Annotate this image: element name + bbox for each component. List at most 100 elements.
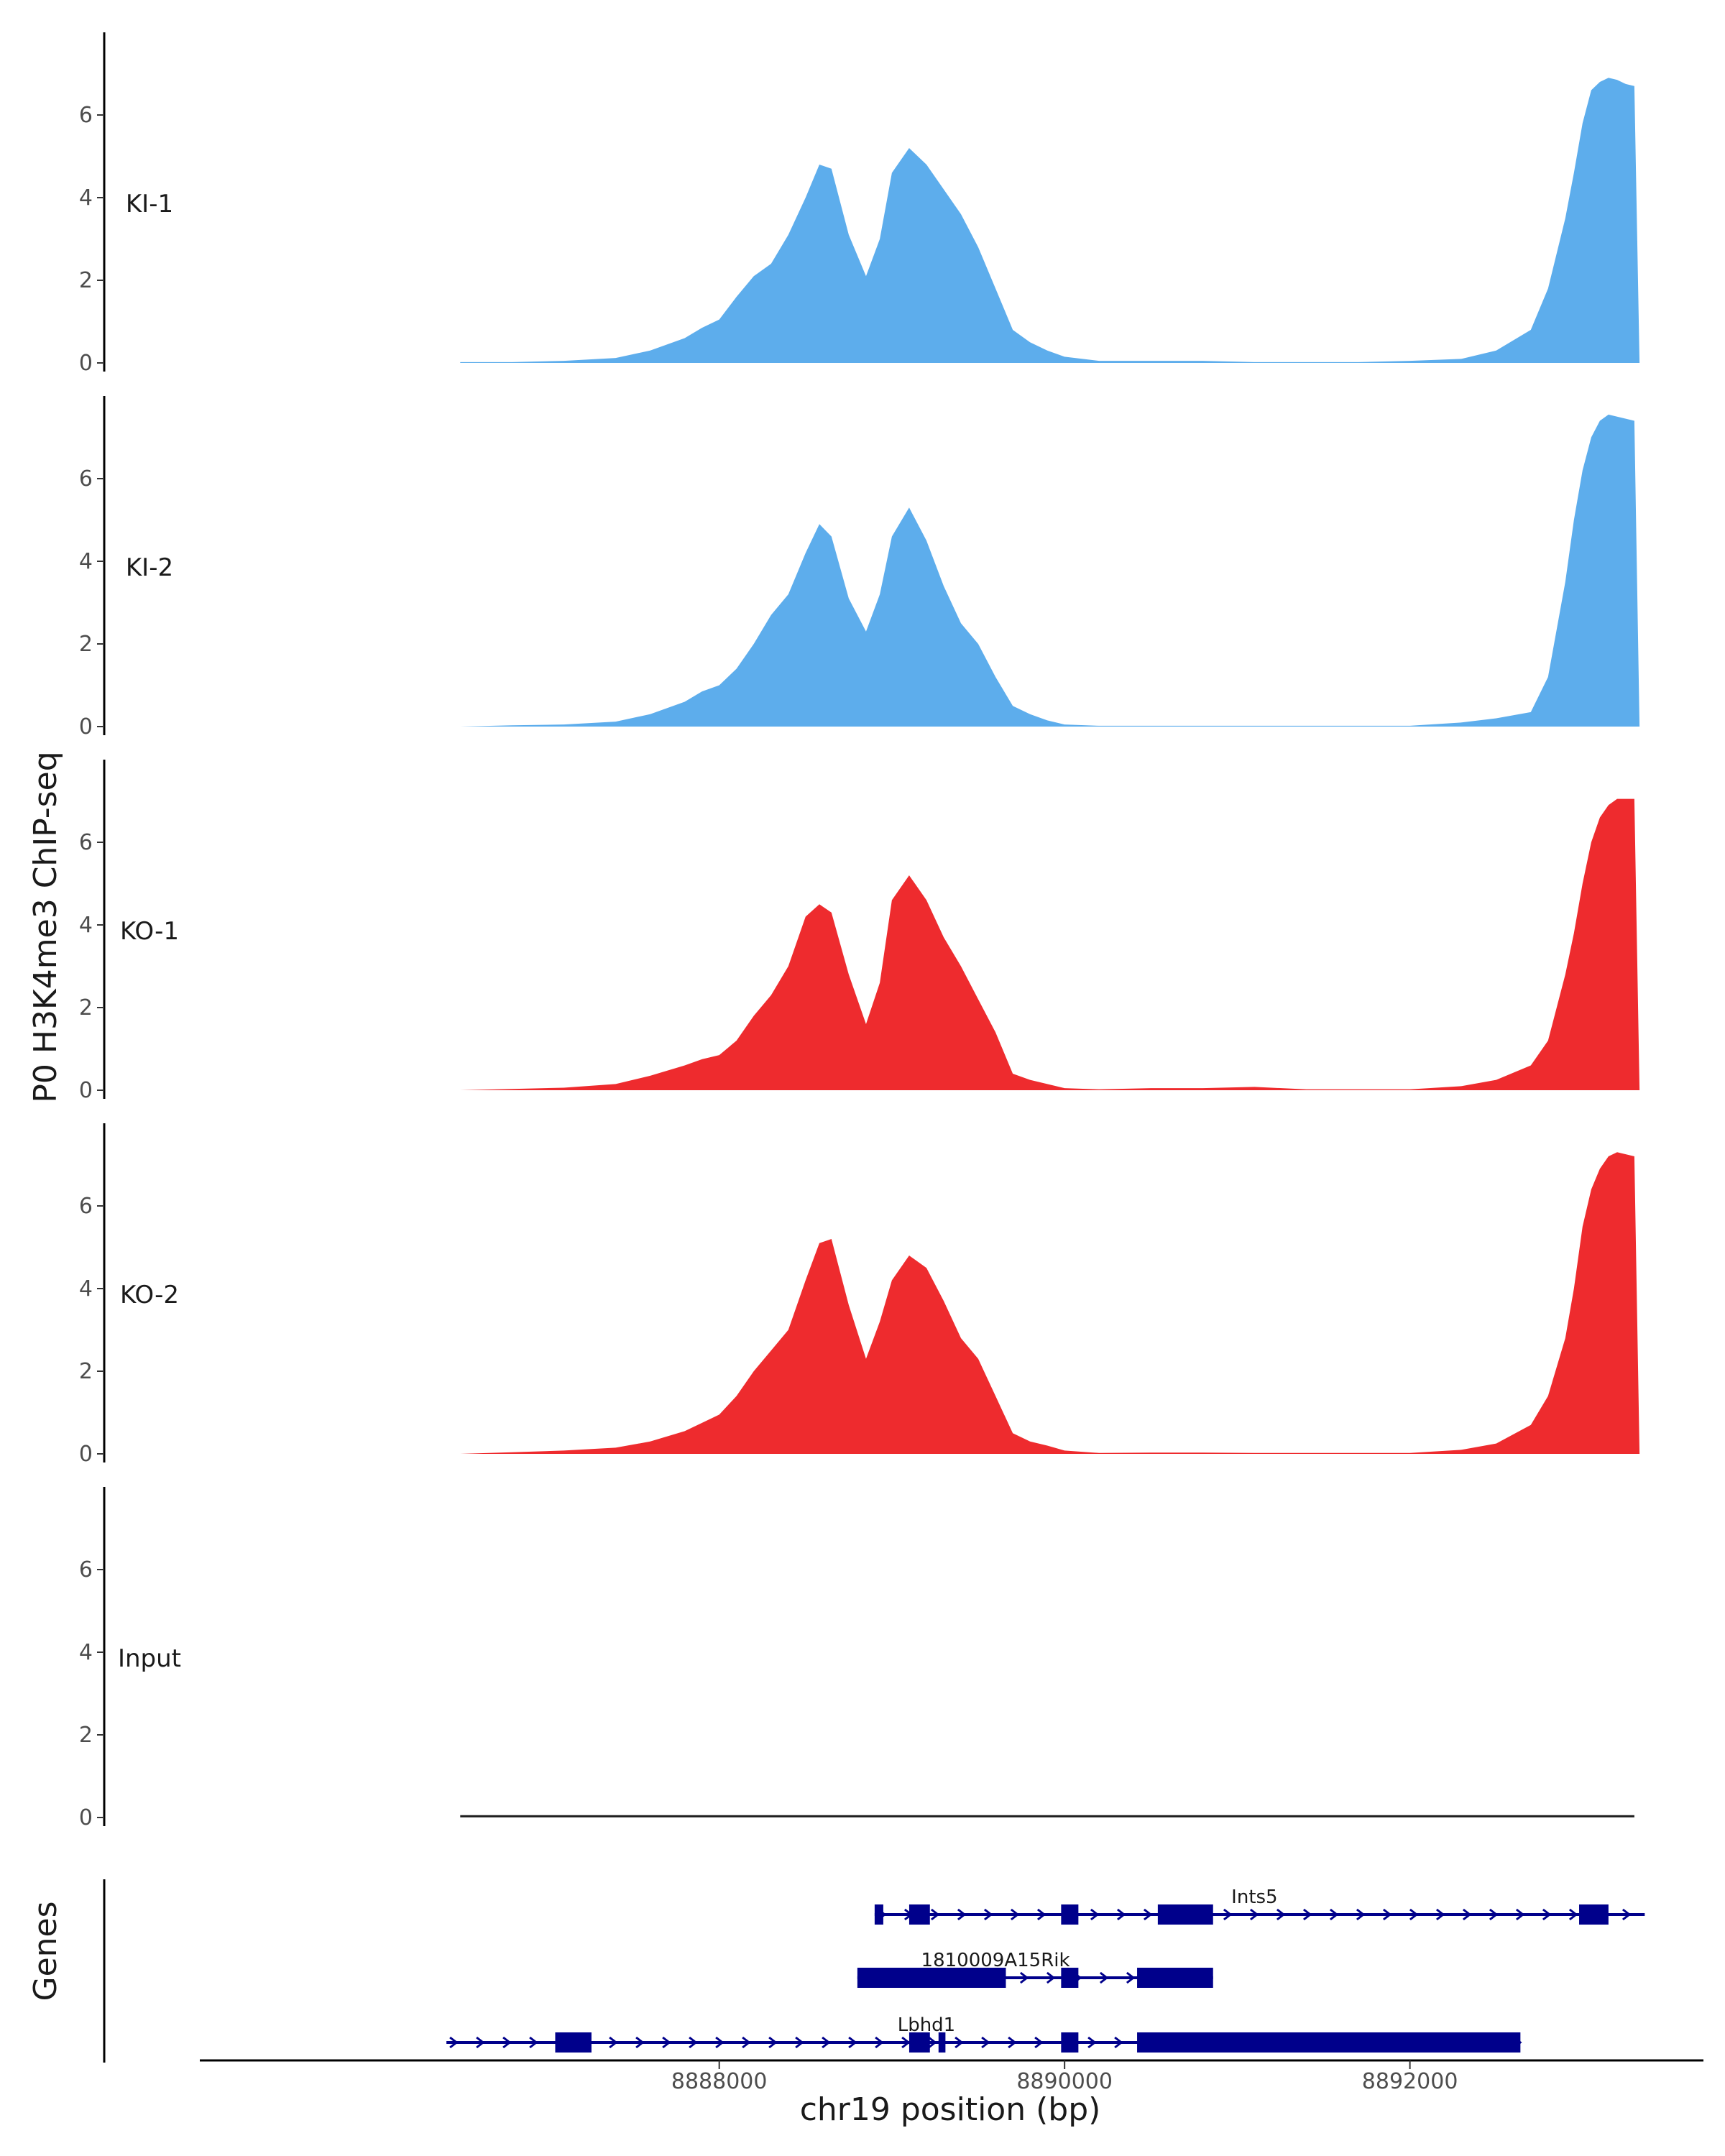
coverage-area-ko-2 xyxy=(460,1152,1640,1454)
gene-label-1810009a15rik: 1810009A15Rik xyxy=(921,1950,1070,1971)
strand-arrow-icon xyxy=(609,2036,618,2049)
coverage-area-ki-2 xyxy=(460,414,1640,727)
strand-arrow-icon xyxy=(662,2036,671,2049)
track-ko-1: 0 2 4 6 KO-1 xyxy=(79,760,1640,1103)
track-label-ko-2: KO-2 xyxy=(120,1281,179,1309)
track-input: 0 2 4 6 Input xyxy=(79,1487,1634,1830)
coverage-area-ko-1 xyxy=(460,798,1640,1090)
strand-arrow-icon xyxy=(1462,1908,1472,1921)
strand-arrow-icon xyxy=(1435,1908,1445,1921)
strand-arrow-icon xyxy=(1489,1908,1499,1921)
y-tick-label-ki-1-4: 4 xyxy=(79,185,93,211)
y-tick-label-ki-2-4: 4 xyxy=(79,549,93,574)
strand-arrow-icon xyxy=(689,2036,698,2049)
strand-arrow-icon xyxy=(1302,1908,1312,1921)
strand-arrow-icon xyxy=(1019,1971,1029,1984)
strand-arrow-icon xyxy=(1036,1908,1046,1921)
x-axis: 8888000 8890000 8892000 xyxy=(200,2059,1703,2094)
gene-annotation-panel: Ints5 1810009A15Rik Lbhd1 xyxy=(103,1879,1645,2063)
track-label-input: Input xyxy=(118,1644,181,1673)
y-tick-label-input-6: 6 xyxy=(79,1557,93,1583)
y-tick-label-ko-1-6: 6 xyxy=(79,830,93,855)
track-ko-2: 0 2 4 6 KO-2 xyxy=(79,1123,1640,1467)
strand-arrow-icon xyxy=(848,2036,857,2049)
coverage-tracks: 0 2 4 6 KI-1 0 2 4 6 KI-2 0 2 4 6 KO-1 0 2 4 6 KO-2 0 2 4 6 Inpu… xyxy=(79,32,1640,1830)
strand-arrow-icon xyxy=(476,2036,485,2049)
strand-arrow-icon xyxy=(957,1908,967,1921)
x-tick-label-8888000: 8888000 xyxy=(671,2069,768,2094)
strand-arrow-icon xyxy=(742,2036,751,2049)
gene-label-ints5: Ints5 xyxy=(1231,1886,1277,1908)
y-tick-label-ko-2-6: 6 xyxy=(79,1194,93,1219)
exon-ints5-5 xyxy=(1579,1904,1609,1925)
y-tick-label-ko-2-2: 2 xyxy=(79,1359,93,1384)
strand-arrow-icon xyxy=(1046,1971,1056,1984)
strand-arrow-icon xyxy=(981,2036,990,2049)
exon-ints5-4 xyxy=(1157,1904,1213,1925)
strand-arrow-icon xyxy=(930,1908,940,1921)
x-axis-title: chr19 position (bp) xyxy=(800,2091,1101,2128)
strand-arrow-icon xyxy=(715,2036,724,2049)
exon-lbhd1-2 xyxy=(908,2032,930,2053)
y-tick-label-ko-1-2: 2 xyxy=(79,995,93,1021)
strand-arrow-icon xyxy=(875,2036,884,2049)
strand-arrow-icon xyxy=(1356,1908,1366,1921)
y-tick-label-input-2: 2 xyxy=(79,1723,93,1748)
strand-arrow-icon xyxy=(1382,1908,1392,1921)
strand-arrow-icon xyxy=(1249,1908,1259,1921)
gene-ints5: Ints5 xyxy=(874,1886,1645,1925)
strand-arrow-icon xyxy=(795,2036,804,2049)
y-tick-label-ki-1-0: 0 xyxy=(79,351,93,376)
coverage-area-ki-1 xyxy=(460,78,1640,364)
strand-arrow-icon xyxy=(1409,1908,1419,1921)
y-tick-label-ki-1-2: 2 xyxy=(79,268,93,293)
strand-arrow-icon xyxy=(1126,1971,1136,1984)
exon-lbhd1-5 xyxy=(1137,2032,1521,2053)
exon-1810009a15rik-3 xyxy=(1137,1968,1213,1988)
strand-arrow-icon xyxy=(1099,1971,1109,1984)
y-tick-label-ko-1-0: 0 xyxy=(79,1078,93,1103)
track-label-ki-2: KI-2 xyxy=(126,553,173,582)
strand-arrow-icon xyxy=(449,2036,459,2049)
gene-1810009a15rik: 1810009A15Rik xyxy=(857,1950,1213,1988)
y-tick-label-ki-2-2: 2 xyxy=(79,632,93,657)
exon-ints5-3 xyxy=(1061,1904,1079,1925)
strand-arrow-icon xyxy=(1143,1908,1153,1921)
strand-arrow-icon xyxy=(954,2036,964,2049)
strand-arrow-icon xyxy=(1622,1908,1632,1921)
y-tick-label-ko-2-4: 4 xyxy=(79,1276,93,1302)
track-ki-1: 0 2 4 6 KI-1 xyxy=(79,32,1640,376)
exon-ints5-2 xyxy=(908,1904,930,1925)
strand-arrow-icon xyxy=(1090,1908,1100,1921)
y-tick-label-ko-1-4: 4 xyxy=(79,913,93,938)
strand-arrow-icon xyxy=(1087,2036,1097,2049)
y-tick-label-input-4: 4 xyxy=(79,1640,93,1665)
strand-arrow-icon xyxy=(1276,1908,1286,1921)
strand-arrow-icon xyxy=(1568,1908,1578,1921)
exon-1810009a15rik-2 xyxy=(1061,1968,1079,1988)
strand-arrow-icon xyxy=(768,2036,778,2049)
strand-arrow-icon xyxy=(635,2036,645,2049)
y-tick-label-ki-2-6: 6 xyxy=(79,466,93,492)
strand-arrow-icon xyxy=(529,2036,538,2049)
strand-arrow-icon xyxy=(901,2036,911,2049)
genes-axis-title: Genes xyxy=(27,1901,64,2001)
strand-arrow-icon xyxy=(1223,1908,1233,1921)
exon-1810009a15rik-1 xyxy=(857,1968,1006,1988)
gene-lbhd1: Lbhd1 xyxy=(446,2014,1522,2053)
exon-ints5-1 xyxy=(874,1904,883,1925)
gene-label-lbhd1: Lbhd1 xyxy=(898,2014,956,2036)
strand-arrow-icon xyxy=(1329,1908,1339,1921)
exon-lbhd1-3 xyxy=(938,2032,946,2053)
y-axis-title: P0 H3K4me3 ChIP-seq xyxy=(27,751,64,1102)
y-tick-label-input-0: 0 xyxy=(79,1805,93,1830)
strand-arrow-icon xyxy=(928,2036,937,2049)
y-tick-label-ki-2-0: 0 xyxy=(79,714,93,740)
strand-arrow-icon xyxy=(502,2036,512,2049)
y-tick-label-ki-1-6: 6 xyxy=(79,103,93,128)
strand-arrow-icon xyxy=(1515,1908,1525,1921)
track-label-ki-1: KI-1 xyxy=(126,190,173,218)
exon-lbhd1-1 xyxy=(555,2032,592,2053)
x-tick-label-8892000: 8892000 xyxy=(1362,2069,1458,2094)
